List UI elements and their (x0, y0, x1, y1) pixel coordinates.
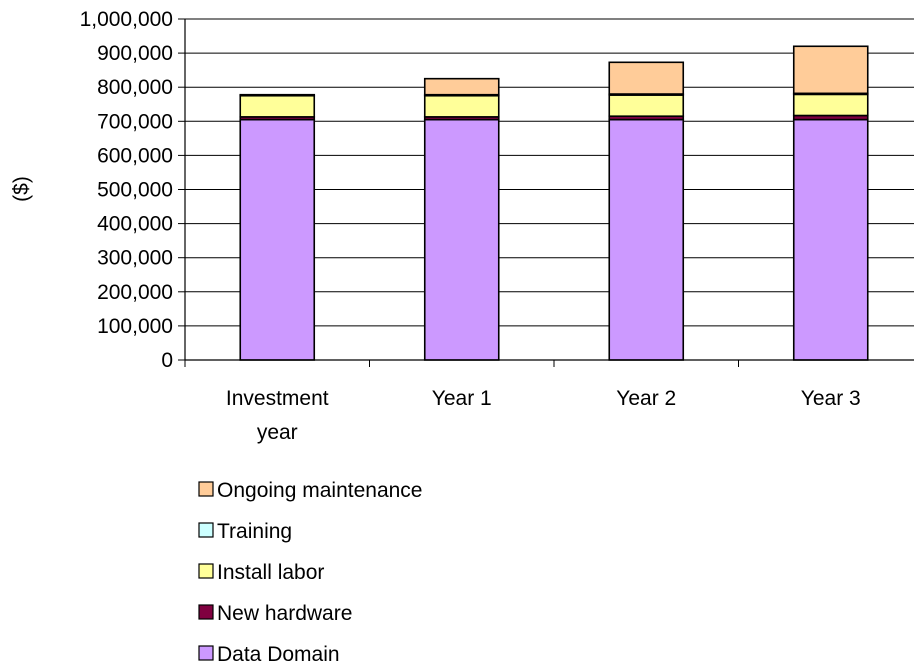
legend-item: New hardware (198, 602, 352, 625)
bar-segment (239, 93, 316, 97)
y-tick-label: 200,000 (97, 281, 173, 304)
legend-swatch (198, 522, 214, 538)
bar-stack (423, 77, 500, 361)
y-tick-labels: 0 100,000 200,000 300,000 400,000 500,000 600,… (80, 8, 173, 372)
legend-item: Training (198, 520, 292, 543)
bar-segment (792, 118, 869, 361)
bar-segment (608, 94, 685, 117)
axes (178, 18, 914, 367)
y-tick-label: 300,000 (97, 247, 173, 270)
legend-label: Install labor (217, 561, 324, 584)
bar-segment (792, 93, 869, 117)
legend-item: Data Domain (198, 643, 340, 666)
bar-segment (423, 77, 500, 96)
y-tick-label: 600,000 (97, 144, 173, 167)
bars (239, 45, 869, 361)
bar-segment (239, 94, 316, 118)
bar-segment (423, 94, 500, 118)
y-tick-label: 0 (161, 349, 173, 372)
y-tick-label: 1,000,000 (80, 8, 173, 31)
x-category-label: Year 3 (801, 387, 861, 410)
legend-label: Data Domain (217, 643, 340, 666)
y-axis-label: ($) (10, 176, 33, 202)
legend-label: Training (217, 520, 292, 543)
bar-stack (239, 93, 316, 361)
x-category-labels: Investment year Year 1 Year 2 Year 3 (226, 387, 861, 444)
y-tick-label: 900,000 (97, 42, 173, 65)
x-category-label: Year 1 (432, 387, 492, 410)
y-tick-label: 100,000 (97, 315, 173, 338)
legend-item: Ongoing maintenance (198, 479, 422, 502)
bar-segment (608, 61, 685, 95)
y-tick-label: 700,000 (97, 110, 173, 133)
legend-swatch (198, 563, 214, 579)
legend-swatch (198, 645, 214, 661)
y-tick-label: 400,000 (97, 213, 173, 236)
x-category-label: Investment year (226, 387, 329, 444)
legend-swatch (198, 481, 214, 497)
bar-segment (608, 118, 685, 361)
bar-stack (608, 61, 685, 361)
y-tick-label: 500,000 (97, 179, 173, 202)
x-category-label: Year 2 (616, 387, 676, 410)
bar-segment (423, 118, 500, 361)
bar-segment (239, 118, 316, 361)
bar-segment (792, 45, 869, 95)
legend-item: Install labor (198, 561, 324, 584)
legend-label: Ongoing maintenance (217, 479, 422, 502)
legend-swatch (198, 604, 214, 620)
legend-label: New hardware (217, 602, 352, 625)
bar-stack (792, 45, 869, 361)
y-tick-label: 800,000 (97, 76, 173, 99)
legend: Ongoing maintenance Training Install labor… (198, 479, 422, 666)
